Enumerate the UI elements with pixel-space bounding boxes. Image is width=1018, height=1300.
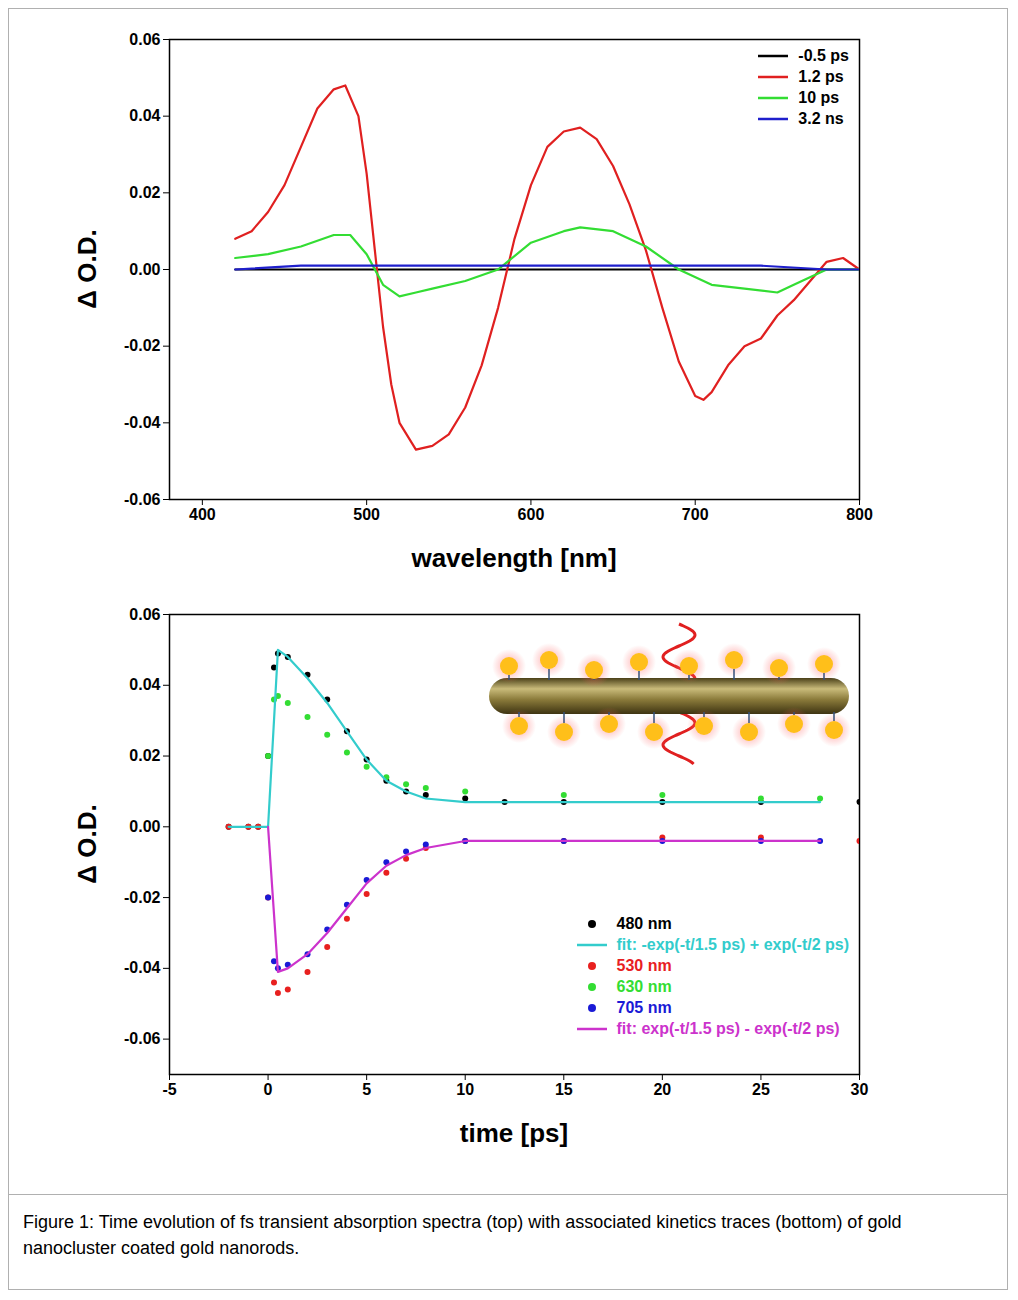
svg-text:20: 20 — [653, 1081, 671, 1098]
svg-text:5: 5 — [362, 1081, 371, 1098]
svg-text:500: 500 — [353, 506, 380, 523]
html-text:wavelength [nm]: wavelength [nm] — [411, 543, 617, 573]
svg-text:0.06: 0.06 — [129, 606, 160, 623]
html-text:3.2 ns: 3.2 ns — [798, 109, 844, 127]
svg-text:25: 25 — [752, 1081, 770, 1098]
svg-text:0.04: 0.04 — [129, 107, 160, 124]
svg-text:10: 10 — [456, 1081, 474, 1098]
html-text:10 ps: 10 ps — [798, 88, 840, 106]
svg-text:-5: -5 — [162, 1081, 176, 1098]
svg-text:0: 0 — [264, 1081, 273, 1098]
svg-text:0.00: 0.00 — [129, 261, 160, 278]
svg-text:-0.04: -0.04 — [124, 959, 161, 976]
svg-text:0.02: 0.02 — [129, 184, 160, 201]
html-text:530 nm: 530 nm — [616, 956, 672, 974]
html-text:705 nm: 705 nm — [616, 998, 672, 1016]
html-text:1.2 ps: 1.2 ps — [798, 67, 844, 85]
html-text:630 nm: 630 nm — [616, 977, 672, 995]
svg-text:-0.06: -0.06 — [124, 491, 161, 508]
svg-text:30: 30 — [851, 1081, 869, 1098]
html-text:fit: -exp(-t/1.5 ps) + exp(-t/: fit: -exp(-t/1.5 ps) + exp(-t/2 ps) — [616, 935, 849, 953]
html-text:Δ O.D.: Δ O.D. — [72, 804, 102, 884]
html-text:fit: exp(-t/1.5 ps) - exp(-t/2: fit: exp(-t/1.5 ps) - exp(-t/2 ps) — [616, 1019, 840, 1037]
html-text:Δ O.D.: Δ O.D. — [72, 229, 102, 309]
svg-text:400: 400 — [189, 506, 216, 523]
html-text:-0.5 ps: -0.5 ps — [798, 46, 849, 64]
html-text:Figure 1: Time evolution of fs: Figure 1: Time evolution of fs transient… — [23, 1212, 902, 1258]
svg-text:0.02: 0.02 — [129, 747, 160, 764]
svg-text:700: 700 — [682, 506, 709, 523]
svg-text:0.04: 0.04 — [129, 676, 160, 693]
svg-text:800: 800 — [846, 506, 873, 523]
svg-text:-0.04: -0.04 — [124, 414, 161, 431]
html-text:time [ps]: time [ps] — [459, 1118, 569, 1148]
svg-text:-0.02: -0.02 — [124, 889, 161, 906]
svg-text:-0.02: -0.02 — [124, 337, 161, 354]
svg-text:600: 600 — [518, 506, 545, 523]
svg-text:-0.06: -0.06 — [124, 1030, 161, 1047]
svg-text:0.06: 0.06 — [129, 31, 160, 48]
svg-text:0.00: 0.00 — [129, 818, 160, 835]
svg-text:15: 15 — [555, 1081, 573, 1098]
html-text:480 nm: 480 nm — [616, 914, 672, 932]
